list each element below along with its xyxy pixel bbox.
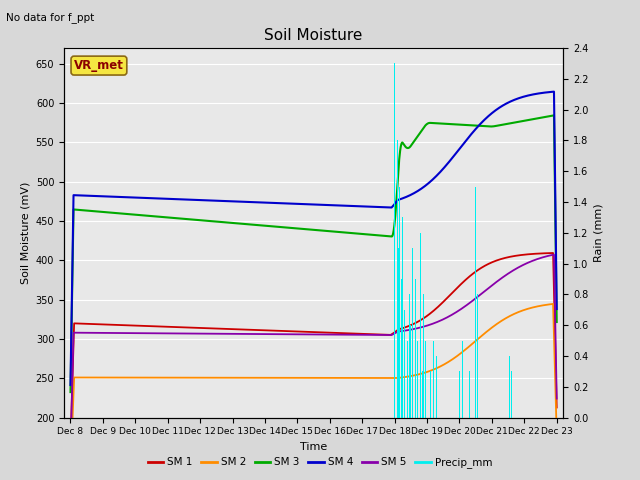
Text: VR_met: VR_met — [74, 59, 124, 72]
X-axis label: Time: Time — [300, 442, 327, 452]
Y-axis label: Soil Moisture (mV): Soil Moisture (mV) — [20, 181, 30, 284]
Bar — [398, 248, 399, 418]
Bar — [410, 325, 412, 418]
Bar — [420, 233, 421, 418]
Bar — [425, 341, 426, 418]
Bar — [399, 187, 400, 418]
Bar — [412, 248, 413, 418]
Title: Soil Moisture: Soil Moisture — [264, 28, 363, 43]
Y-axis label: Rain (mm): Rain (mm) — [594, 204, 604, 262]
Bar — [427, 356, 428, 418]
Legend: SM 1, SM 2, SM 3, SM 4, SM 5, Precip_mm: SM 1, SM 2, SM 3, SM 4, SM 5, Precip_mm — [143, 453, 497, 472]
Bar — [459, 372, 460, 418]
Bar — [436, 356, 437, 418]
Bar — [433, 341, 434, 418]
Bar — [430, 372, 431, 418]
Bar — [394, 63, 395, 418]
Bar — [409, 294, 410, 418]
Bar — [508, 341, 509, 418]
Bar — [417, 341, 418, 418]
Bar — [511, 372, 512, 418]
Bar — [509, 356, 510, 418]
Bar — [462, 341, 463, 418]
Bar — [407, 341, 408, 418]
Bar — [468, 372, 470, 418]
Text: No data for f_ppt: No data for f_ppt — [6, 12, 95, 23]
Bar — [413, 356, 415, 418]
Bar — [415, 279, 416, 418]
